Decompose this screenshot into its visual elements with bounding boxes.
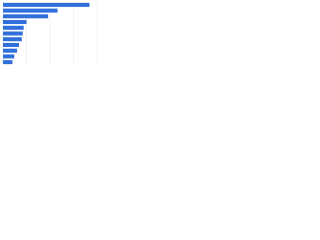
bar [3,60,13,65]
bar [3,54,15,59]
bar [3,20,27,25]
bar [3,8,58,13]
bar [3,31,23,36]
chart [2,2,98,65]
bar [3,14,49,19]
bar [3,2,90,7]
bar [3,42,19,47]
bar [3,25,24,30]
bar [3,37,22,42]
bar [3,48,18,53]
